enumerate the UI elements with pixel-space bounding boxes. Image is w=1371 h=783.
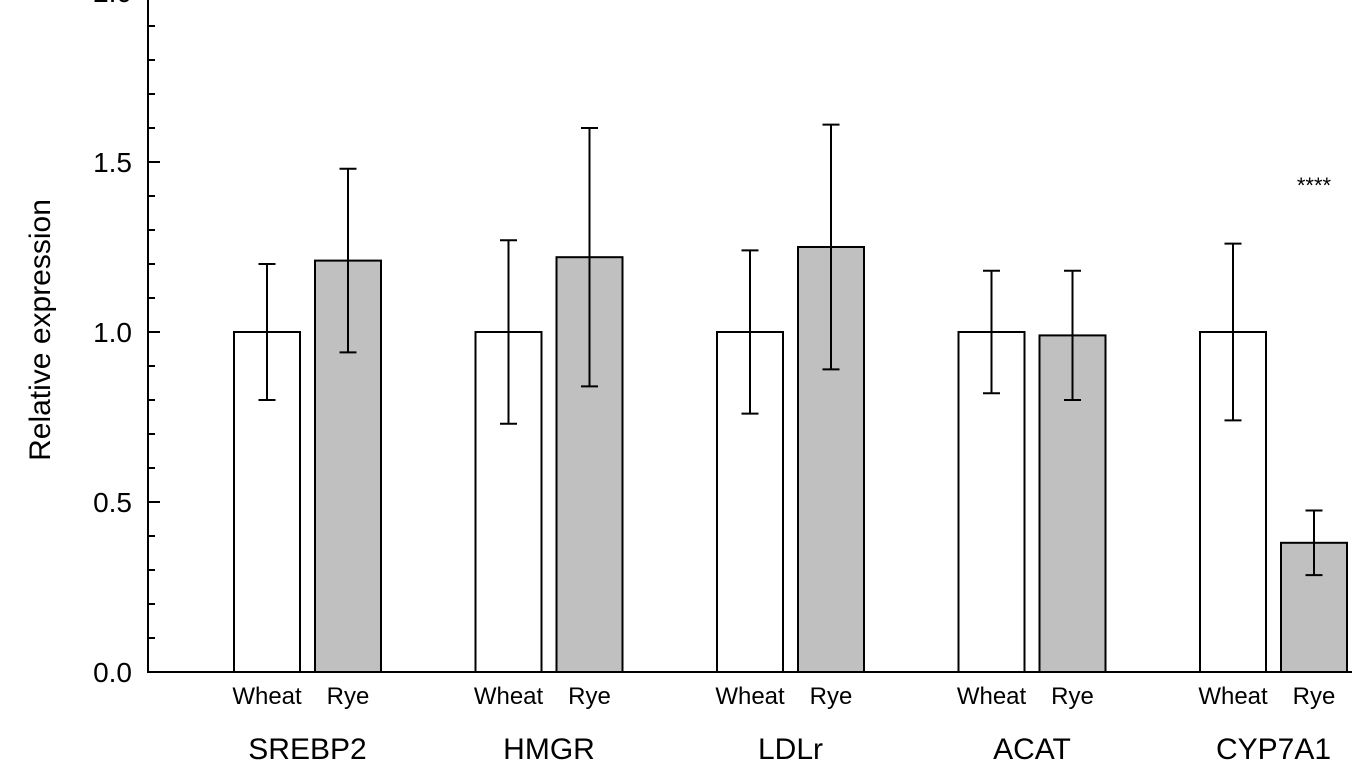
category-label: CYP7A1: [1216, 733, 1331, 766]
category-label: SREBP2: [248, 733, 366, 766]
category-label: ACAT: [993, 733, 1071, 766]
category-label: HMGR: [503, 733, 595, 766]
series-label-wheat: Wheat: [957, 683, 1027, 710]
series-label-rye: Rye: [327, 683, 370, 710]
series-label-wheat: Wheat: [1198, 683, 1268, 710]
y-tick-label: 0.5: [93, 487, 132, 518]
y-tick-label: 1.0: [93, 317, 132, 348]
series-label-wheat: Wheat: [474, 683, 544, 710]
series-label-rye: Rye: [1051, 683, 1094, 710]
series-label-wheat: Wheat: [715, 683, 785, 710]
labels-layer: Wheat Rye SREBP2 Wheat Rye HMGR Wheat Rye LDLr Wh…: [232, 173, 1335, 766]
y-tick-label: 2.0: [93, 0, 132, 8]
significance-marker: ****: [1297, 173, 1332, 198]
series-label-rye: Rye: [810, 683, 853, 710]
category-label: LDLr: [758, 733, 823, 766]
y-tick-label: 0.0: [93, 657, 132, 688]
series-label-wheat: Wheat: [232, 683, 302, 710]
error-bars-layer: [258, 123, 1323, 577]
y-axis-title: Relative expression: [24, 199, 57, 461]
bars-layer: [233, 246, 1348, 673]
y-ticks-layer: 0.0 0.5 1.0 1.5 2.0: [93, 0, 160, 688]
series-label-rye: Rye: [1293, 683, 1336, 710]
series-label-rye: Rye: [568, 683, 611, 710]
y-tick-label: 1.5: [93, 147, 132, 178]
axes-layer: [147, 0, 1352, 673]
bar-rye-hmgr: [555, 256, 624, 673]
